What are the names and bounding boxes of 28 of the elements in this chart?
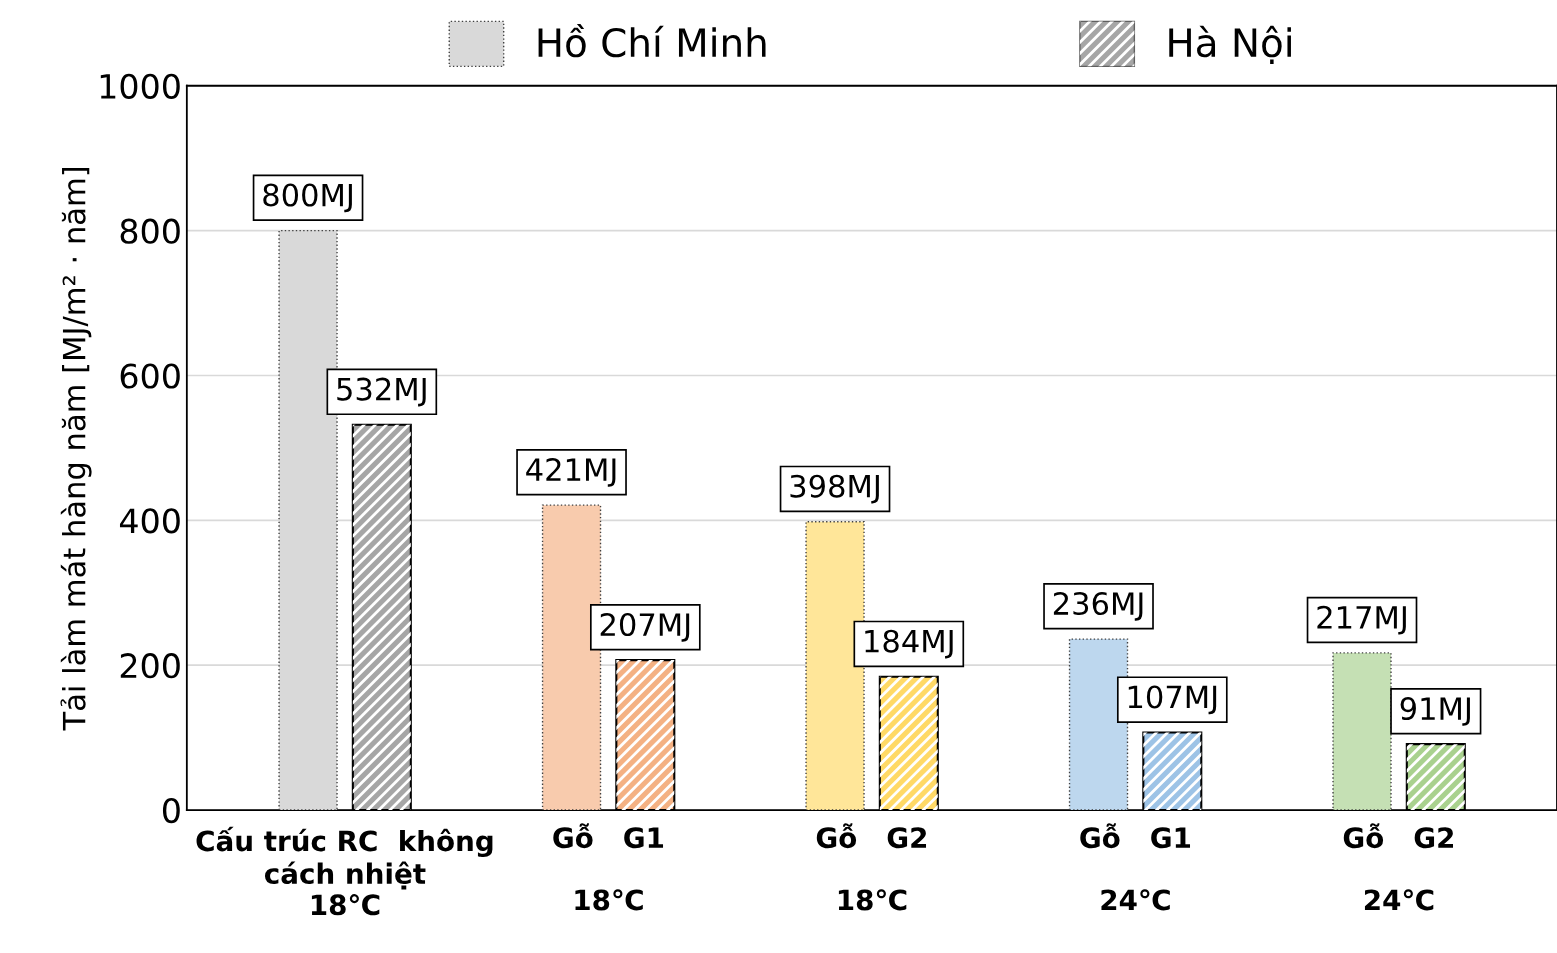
bar — [1332, 652, 1392, 811]
data-label: 207MJ — [600, 612, 690, 642]
legend-label: Hồ Chí Minh — [538, 23, 766, 58]
y-tick-label: 600 — [120, 363, 180, 389]
x-tick-label: Cấu trúc RC không cách nhiệt 18℃ — [196, 826, 493, 916]
category-label: Gỗ G1 24℃ — [1080, 823, 1191, 911]
bar — [805, 521, 865, 811]
category-label: Gỗ G2 24℃ — [1343, 823, 1453, 911]
legend-label: Hà Nội — [1169, 25, 1291, 64]
data-label: 107MJ — [1128, 685, 1217, 715]
y-tick-label: 200 — [120, 653, 180, 679]
data-label: 236MJ — [1053, 591, 1143, 621]
y-tick-label: 800 — [120, 218, 180, 244]
y-tick-label: 0 — [162, 797, 180, 824]
data-label: 532MJ — [337, 377, 426, 407]
data-label: 91MJ — [1400, 697, 1470, 726]
y-tick-label: 400 — [119, 508, 180, 534]
category-label: Gỗ G1 18℃ — [553, 823, 664, 911]
data-label: 184MJ — [865, 629, 953, 659]
data-label: 217MJ — [1317, 605, 1406, 635]
data-label: 421MJ — [526, 457, 616, 487]
bar — [1068, 638, 1129, 811]
y-tick-label: 1000 — [100, 73, 180, 99]
data-label: 800MJ — [263, 183, 352, 213]
category-label: Gỗ G2 18℃ — [816, 823, 927, 911]
bar — [541, 504, 602, 811]
data-label: 398MJ — [790, 474, 879, 504]
y-axis-title: Tải làm mát hàng năm [MJ/m² · năm] — [60, 167, 92, 731]
